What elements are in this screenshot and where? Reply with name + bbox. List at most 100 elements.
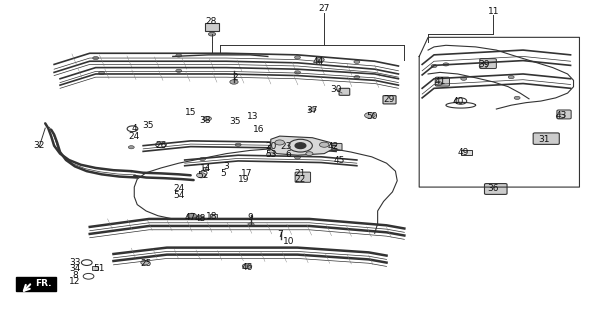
Text: 45: 45 — [333, 156, 345, 165]
Circle shape — [99, 71, 105, 75]
Circle shape — [295, 56, 300, 59]
Text: 40: 40 — [452, 97, 464, 106]
Bar — [92, 266, 98, 270]
Circle shape — [365, 113, 375, 118]
Circle shape — [431, 64, 437, 68]
Text: 13: 13 — [248, 113, 259, 122]
Bar — [461, 150, 472, 155]
Text: 4: 4 — [131, 124, 137, 133]
Text: 54: 54 — [173, 190, 184, 200]
Text: 7: 7 — [277, 230, 283, 239]
Bar — [268, 145, 277, 149]
Text: 6: 6 — [286, 150, 292, 159]
Text: 23: 23 — [280, 142, 292, 151]
Text: 19: 19 — [239, 175, 250, 184]
Circle shape — [196, 173, 206, 178]
Text: 17: 17 — [242, 169, 253, 178]
Circle shape — [295, 71, 300, 74]
Circle shape — [129, 146, 134, 149]
Circle shape — [443, 63, 449, 66]
Text: 49: 49 — [458, 148, 469, 156]
Text: 24: 24 — [129, 132, 140, 141]
Text: 47: 47 — [185, 213, 196, 222]
Text: 27: 27 — [318, 4, 330, 13]
Polygon shape — [271, 136, 333, 155]
Text: 34: 34 — [69, 264, 80, 274]
Circle shape — [93, 56, 99, 60]
Circle shape — [306, 152, 313, 156]
Circle shape — [275, 140, 284, 145]
Text: 20: 20 — [265, 142, 277, 151]
Circle shape — [354, 60, 360, 63]
FancyBboxPatch shape — [339, 88, 350, 95]
Text: 21: 21 — [295, 169, 306, 178]
Bar — [202, 167, 208, 170]
FancyBboxPatch shape — [480, 59, 496, 68]
FancyBboxPatch shape — [329, 143, 342, 150]
Text: 52: 52 — [197, 172, 208, 180]
Text: 44: 44 — [312, 57, 324, 66]
Text: 50: 50 — [366, 113, 377, 122]
Text: 3: 3 — [223, 162, 229, 171]
Text: 41: 41 — [434, 77, 446, 86]
Text: 43: 43 — [556, 111, 568, 120]
Text: FR.: FR. — [35, 279, 52, 288]
Text: 33: 33 — [69, 258, 81, 267]
Circle shape — [242, 264, 252, 269]
Circle shape — [514, 96, 520, 100]
Circle shape — [320, 142, 329, 147]
Text: 18: 18 — [206, 212, 217, 221]
Bar — [209, 213, 217, 219]
Circle shape — [508, 76, 514, 79]
Text: 42: 42 — [327, 142, 339, 151]
Polygon shape — [16, 277, 56, 291]
FancyBboxPatch shape — [435, 77, 449, 86]
Circle shape — [295, 156, 300, 159]
Text: 12: 12 — [69, 277, 80, 286]
Circle shape — [295, 143, 306, 148]
Circle shape — [176, 54, 181, 57]
Text: 25: 25 — [140, 259, 152, 268]
Circle shape — [316, 57, 324, 62]
Text: 39: 39 — [479, 60, 490, 69]
FancyBboxPatch shape — [533, 133, 559, 144]
Text: 8: 8 — [72, 271, 78, 280]
FancyBboxPatch shape — [557, 110, 571, 119]
Circle shape — [461, 77, 466, 80]
Text: 46: 46 — [242, 263, 253, 272]
Text: 37: 37 — [306, 106, 318, 115]
Circle shape — [196, 216, 204, 220]
Text: 32: 32 — [33, 141, 45, 150]
Text: 29: 29 — [384, 95, 395, 104]
Bar — [205, 23, 218, 31]
Circle shape — [248, 223, 254, 226]
Circle shape — [230, 80, 238, 84]
Text: 16: 16 — [253, 125, 265, 134]
Text: 22: 22 — [295, 175, 306, 184]
Text: 53: 53 — [265, 150, 277, 159]
Text: 48: 48 — [195, 214, 206, 223]
Text: 28: 28 — [206, 17, 217, 26]
Circle shape — [199, 157, 205, 161]
Circle shape — [309, 108, 316, 112]
Text: 9: 9 — [247, 213, 253, 222]
FancyBboxPatch shape — [383, 96, 396, 104]
Text: 14: 14 — [200, 164, 211, 173]
Text: 31: 31 — [538, 135, 550, 144]
FancyBboxPatch shape — [295, 172, 311, 182]
FancyBboxPatch shape — [484, 184, 507, 195]
Text: 5: 5 — [220, 169, 226, 178]
Text: 11: 11 — [488, 7, 499, 16]
Circle shape — [324, 145, 330, 148]
Text: 15: 15 — [185, 108, 196, 117]
Text: 36: 36 — [488, 184, 499, 193]
Circle shape — [203, 116, 211, 121]
Text: 35: 35 — [142, 121, 154, 130]
Circle shape — [176, 69, 181, 72]
Circle shape — [187, 213, 196, 218]
Text: 24: 24 — [173, 184, 184, 193]
Text: 38: 38 — [200, 116, 211, 125]
Circle shape — [235, 143, 241, 146]
Text: 51: 51 — [93, 264, 104, 274]
Circle shape — [267, 152, 275, 156]
